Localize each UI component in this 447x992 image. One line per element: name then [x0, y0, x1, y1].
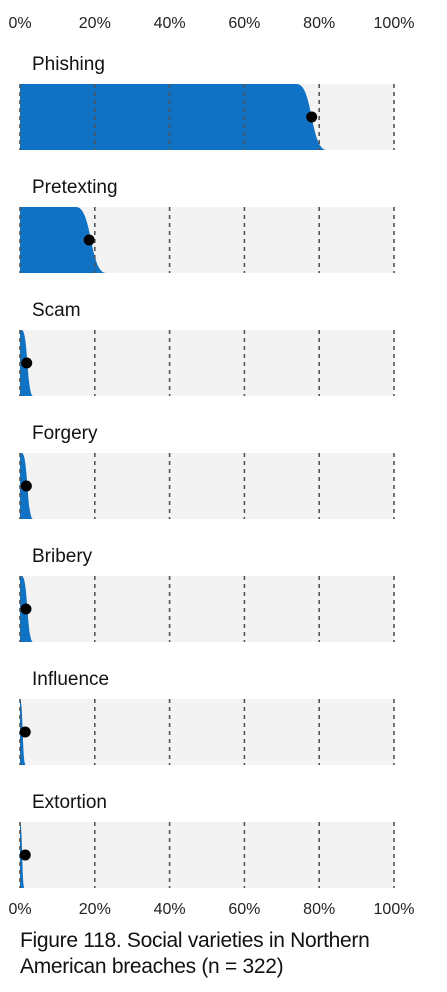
- estimate-point: [83, 234, 95, 246]
- category-label: Influence: [32, 669, 109, 690]
- panel-background: [20, 699, 394, 765]
- panel-background: [20, 822, 394, 888]
- panel-background: [20, 330, 394, 396]
- x-tick-label-bottom: 80%: [303, 901, 335, 918]
- estimate-point: [306, 111, 318, 123]
- x-tick-label-top: 40%: [154, 15, 186, 32]
- x-tick-label-top: 0%: [8, 15, 31, 32]
- category-label: Phishing: [32, 54, 105, 75]
- category-label: Scam: [32, 300, 81, 321]
- panel-background: [20, 576, 394, 642]
- x-tick-label-bottom: 100%: [374, 901, 415, 918]
- estimate-point: [19, 849, 31, 861]
- x-tick-label-top: 20%: [79, 15, 111, 32]
- x-tick-label-bottom: 40%: [154, 901, 186, 918]
- panel-background: [20, 453, 394, 519]
- estimate-point: [21, 357, 33, 369]
- distribution-area: [20, 207, 107, 273]
- x-tick-label-bottom: 0%: [8, 901, 31, 918]
- figure-caption: Figure 118. Social varieties in Northern…: [20, 929, 370, 978]
- estimate-point: [20, 480, 32, 492]
- x-tick-label-top: 60%: [228, 15, 260, 32]
- slanted-dot-chart: 0% 0% 20% 20% 40% 40% 60% 60% 80% 80% 100% 100% Phis…: [8, 15, 415, 918]
- category-label: Forgery: [32, 423, 98, 444]
- category-label: Extortion: [32, 792, 107, 813]
- category-label: Pretexting: [32, 177, 118, 198]
- estimate-point: [20, 603, 32, 615]
- x-tick-label-top: 80%: [303, 15, 335, 32]
- x-tick-label-bottom: 60%: [228, 901, 260, 918]
- x-tick-label-top: 100%: [374, 15, 415, 32]
- x-tick-label-bottom: 20%: [79, 901, 111, 918]
- distribution-area: [20, 84, 327, 150]
- estimate-point: [19, 726, 31, 738]
- category-label: Bribery: [32, 546, 93, 567]
